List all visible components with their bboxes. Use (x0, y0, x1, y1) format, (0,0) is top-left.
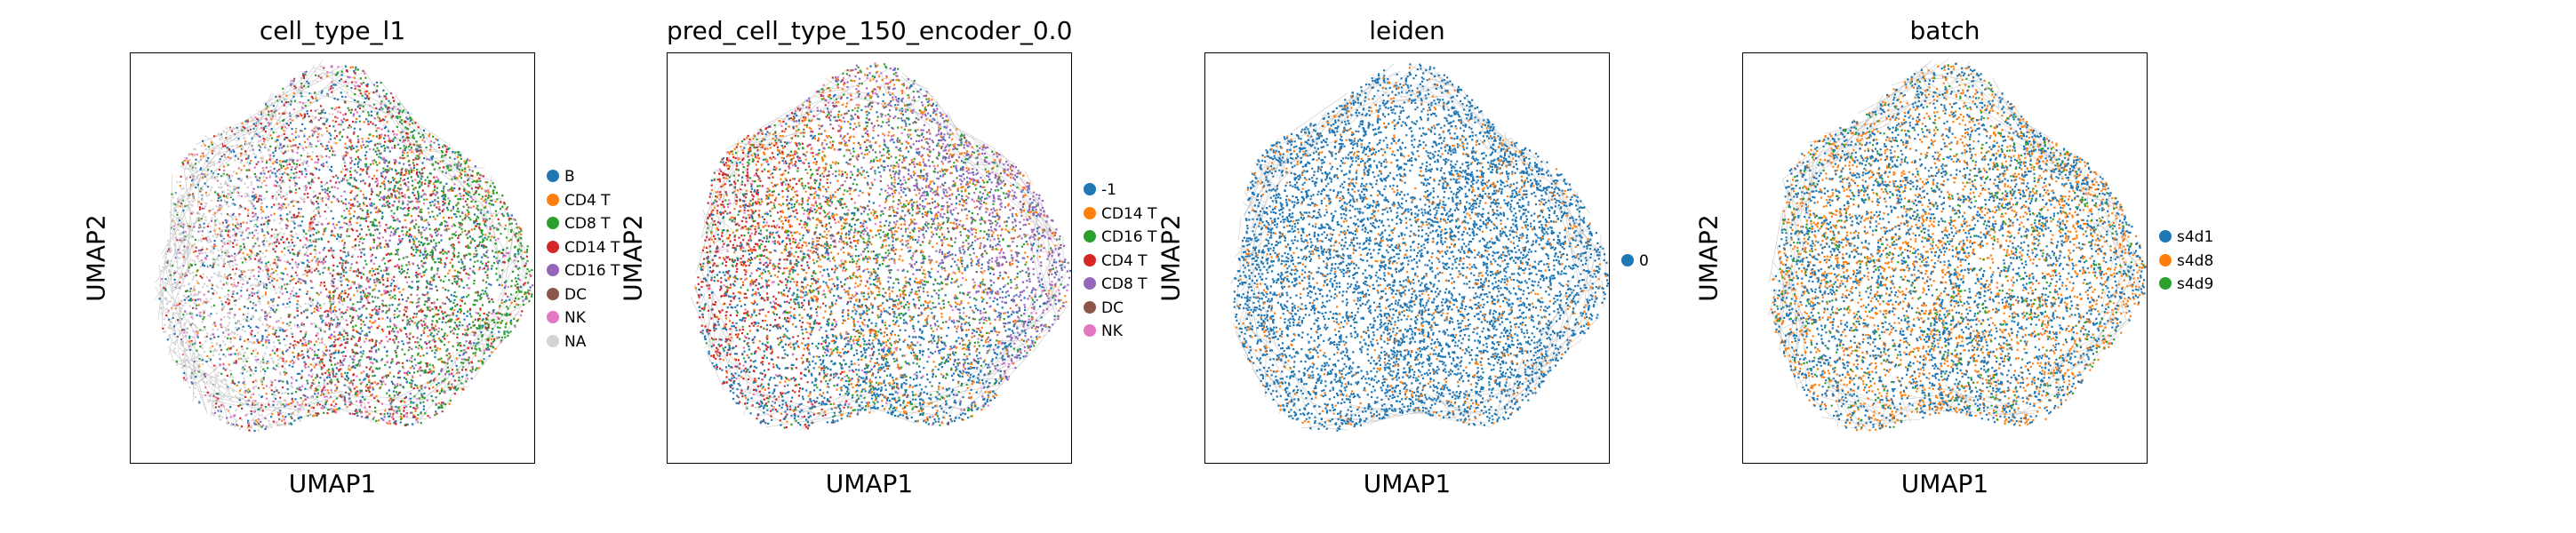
panel-title: pred_cell_type_150_encoder_0.0 (667, 16, 1073, 45)
legend-item: s4d8 (2159, 250, 2213, 274)
legend-item: CD8 T (1084, 273, 1156, 297)
legend-item: NK (547, 306, 620, 330)
legend-label: CD16 T (1101, 228, 1157, 246)
legend-label: CD14 T (564, 238, 620, 257)
legend-marker (1084, 324, 1096, 338)
legend-marker (1084, 230, 1096, 243)
point-series (171, 66, 529, 432)
point-series (1770, 62, 2147, 432)
legend-item: 0 (1621, 250, 1649, 274)
y-axis-label: UMAP2 (81, 213, 111, 302)
scatter-plot (154, 60, 534, 433)
legend-label: NA (564, 332, 587, 351)
legend-marker (1084, 206, 1096, 219)
legend-marker (547, 170, 559, 183)
legend-item: DC (1084, 297, 1156, 321)
x-axis-label: UMAP1 (825, 469, 914, 498)
legend-item: CD14 T (547, 236, 620, 260)
legend-item: CD16 T (1084, 226, 1156, 250)
legend-label: NK (564, 309, 586, 327)
legend-marker (2159, 277, 2172, 290)
legend-marker (547, 217, 559, 230)
scatter-plot (691, 62, 1071, 432)
scatter-plot (1230, 63, 1609, 432)
x-axis-label: UMAP1 (1363, 469, 1452, 498)
point-series (1775, 64, 2145, 429)
legend: -1 CD14 T CD16 T CD4 T CD8 T DC NK (1084, 179, 1156, 344)
legend-label: CD8 T (1101, 275, 1148, 293)
legend-marker (547, 334, 559, 347)
legend-marker (1084, 183, 1096, 196)
y-axis-label: UMAP2 (1693, 213, 1724, 302)
legend-marker (1084, 277, 1096, 290)
scatter-points (1233, 63, 1609, 432)
legend-marker (547, 240, 559, 253)
point-series (1233, 63, 1609, 432)
plot-area (667, 52, 1072, 464)
legend-item: -1 (1084, 179, 1156, 203)
point-series (698, 65, 1071, 427)
legend-item: CD4 T (547, 189, 620, 213)
legend: s4d1 s4d8 s4d9 (2159, 226, 2213, 297)
legend-item: CD14 T (1084, 203, 1156, 227)
panel-title: leiden (1369, 16, 1445, 45)
scatter-points (1770, 62, 2147, 432)
plot-area (1742, 52, 2148, 464)
legend-label: CD4 T (1101, 251, 1148, 270)
legend-marker (547, 264, 559, 277)
legend: 0 (1621, 250, 1649, 274)
panel-title: cell_type_l1 (259, 16, 406, 45)
scatter-points (694, 62, 1071, 430)
legend-label: CD4 T (564, 191, 611, 210)
legend-label: s4d8 (2177, 251, 2214, 270)
legend-marker (547, 193, 559, 206)
scatter-points (158, 65, 534, 433)
legend-marker (1084, 253, 1096, 266)
legend-item: CD8 T (547, 212, 620, 236)
legend-item: s4d1 (2159, 226, 2213, 250)
panel-title: batch (1909, 16, 1980, 45)
legend-label: CD14 T (1101, 204, 1157, 223)
legend-label: -1 (1101, 181, 1116, 199)
legend-marker (2159, 253, 2172, 266)
legend-label: s4d1 (2177, 228, 2214, 246)
legend-marker (1621, 254, 1634, 267)
point-series (700, 63, 1062, 429)
legend-marker (547, 287, 559, 300)
point-series (164, 68, 533, 428)
legend-label: CD8 T (564, 215, 611, 233)
legend-item: CD16 T (547, 259, 620, 283)
legend-label: B (564, 168, 575, 186)
legend-item: NK (1084, 320, 1156, 344)
plot-area (130, 52, 535, 464)
x-axis-label: UMAP1 (288, 469, 377, 498)
legend-item: s4d9 (2159, 273, 2213, 297)
legend-marker (2159, 230, 2172, 243)
y-axis-label: UMAP2 (1156, 213, 1186, 302)
plot-area (1204, 52, 1610, 464)
legend: B CD4 T CD8 T CD14 T CD16 T DC NK NA (547, 165, 620, 354)
scatter-plot (1767, 59, 2147, 432)
x-axis-label: UMAP1 (1900, 469, 1989, 498)
legend-label: NK (1101, 322, 1123, 340)
legend-label: CD16 T (564, 262, 620, 280)
knn-graph-edges (1767, 59, 2146, 432)
legend-marker (547, 311, 559, 324)
legend-item: B (547, 165, 620, 189)
legend-item: CD4 T (1084, 250, 1156, 274)
legend-label: DC (1101, 298, 1124, 317)
legend-marker (1084, 300, 1096, 314)
legend-item: NA (547, 330, 620, 354)
y-axis-label: UMAP2 (618, 213, 648, 302)
legend-label: DC (564, 285, 587, 304)
legend-item: DC (547, 283, 620, 307)
legend-label: 0 (1639, 252, 1649, 270)
legend-label: s4d9 (2177, 275, 2214, 293)
